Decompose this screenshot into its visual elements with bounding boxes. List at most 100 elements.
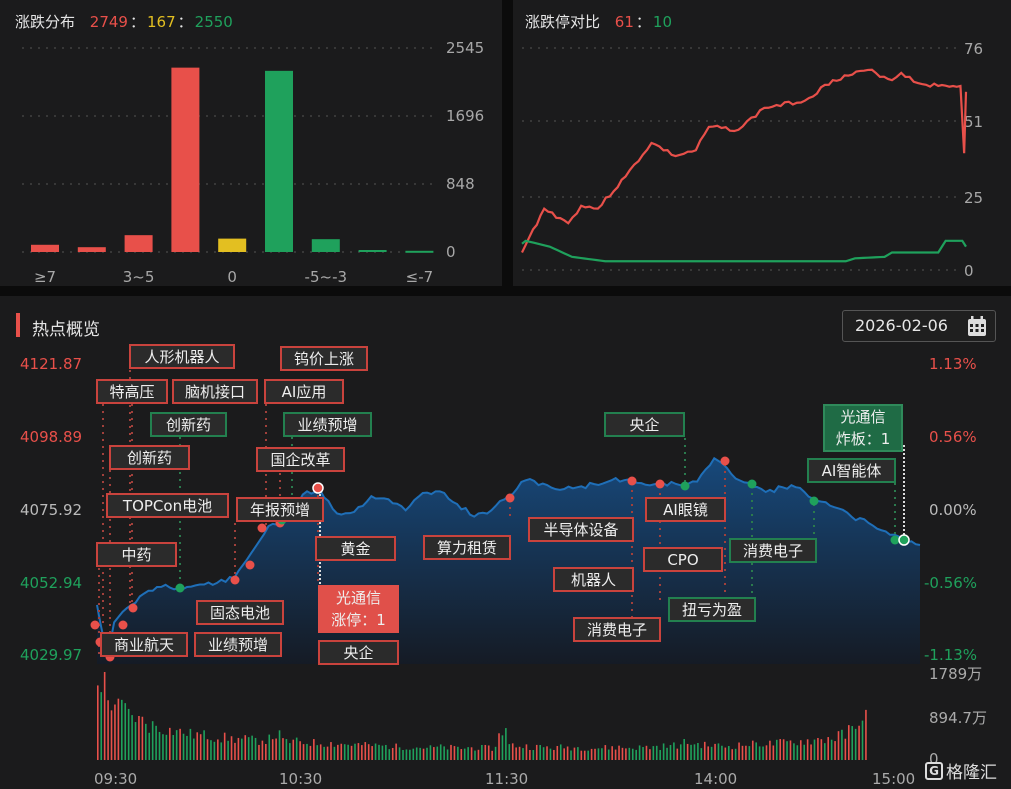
event-label[interactable]: 算力租赁 xyxy=(423,535,511,560)
y-tick-label: 51 xyxy=(964,113,983,131)
volume-bar xyxy=(498,733,500,760)
event-label[interactable]: TOPCon电池 xyxy=(106,493,229,518)
event-label[interactable]: 消费电子 xyxy=(573,617,661,642)
limit-up-dot xyxy=(655,479,665,489)
event-label[interactable]: 脑机接口 xyxy=(172,379,258,404)
volume-bar xyxy=(823,743,826,760)
volume-bar xyxy=(758,746,761,760)
volume-bar xyxy=(621,747,624,760)
event-label[interactable]: 扭亏为盈 xyxy=(668,597,756,622)
event-label[interactable]: 消费电子 xyxy=(729,538,817,563)
event-label[interactable]: 国企改革 xyxy=(256,447,345,472)
limit-up-dot xyxy=(720,456,730,466)
event-label[interactable]: AI眼镜 xyxy=(645,497,726,522)
volume-bar xyxy=(625,748,627,760)
event-label[interactable]: 央企 xyxy=(604,412,685,437)
volume-bar xyxy=(117,698,120,760)
volume-bar xyxy=(638,745,641,760)
volume-bar xyxy=(470,747,473,760)
volume-bar xyxy=(186,735,188,760)
date-picker[interactable]: 2026-02-06 xyxy=(842,310,996,342)
volume-bar xyxy=(254,737,257,760)
volume-bar xyxy=(529,749,531,760)
volume-bar xyxy=(289,743,291,760)
event-label[interactable]: 业绩预增 xyxy=(194,632,282,657)
volume-bar xyxy=(189,728,192,760)
calendar-icon[interactable] xyxy=(967,316,987,347)
price-axis-label: 4075.92 xyxy=(20,501,83,519)
volume-bar xyxy=(319,744,322,760)
event-label[interactable]: 机器人 xyxy=(553,567,634,592)
event-label[interactable]: 人形机器人 xyxy=(129,344,235,369)
volume-bar xyxy=(381,745,384,760)
volume-bar xyxy=(402,749,404,760)
volume-bar xyxy=(330,742,332,760)
volume-bar xyxy=(820,739,823,760)
volume-bar xyxy=(371,746,373,760)
volume-bar xyxy=(474,750,476,760)
time-axis-label: 10:30 xyxy=(279,770,323,788)
volume-bar xyxy=(292,739,295,760)
event-label[interactable]: 业绩预增 xyxy=(283,412,372,437)
hot-title: 热点概览 xyxy=(32,320,100,340)
volume-bar xyxy=(683,739,685,760)
volume-bar xyxy=(145,723,147,760)
volume-bar xyxy=(535,744,538,760)
event-label[interactable]: AI智能体 xyxy=(807,458,896,483)
event-label[interactable]: 创新药 xyxy=(150,412,227,437)
event-label[interactable]: 钨价上涨 xyxy=(280,346,368,371)
volume-bar xyxy=(412,748,415,760)
volume-bar xyxy=(693,744,696,760)
volume-chart xyxy=(97,672,867,760)
event-label[interactable]: CPO xyxy=(643,547,723,572)
event-label[interactable]: 固态电池 xyxy=(196,600,284,625)
limit-break-tooltip[interactable]: 光通信 炸板：1 xyxy=(823,404,903,452)
x-tick-label: ≤-7 xyxy=(406,268,434,286)
volume-bar xyxy=(467,747,469,760)
volume-bar xyxy=(799,740,802,760)
volume-bar xyxy=(326,746,329,760)
volume-axis-label: 0 xyxy=(929,750,939,768)
event-label[interactable]: 年报预增 xyxy=(236,497,324,522)
volume-bar xyxy=(782,739,785,760)
event-label[interactable]: 创新药 xyxy=(109,445,190,470)
volume-bar xyxy=(649,749,651,760)
event-label[interactable]: 商业航天 xyxy=(100,632,188,657)
event-label[interactable]: 黄金 xyxy=(315,536,396,561)
volume-bar xyxy=(563,748,565,760)
volume-bar xyxy=(686,743,689,760)
volume-bar xyxy=(261,740,264,760)
date-value: 2026-02-06 xyxy=(855,316,948,335)
pct-axis-label: -0.56% xyxy=(924,574,978,592)
limit-down-dot xyxy=(680,481,690,491)
volume-bar xyxy=(727,746,730,760)
volume-bar xyxy=(278,730,281,760)
event-label[interactable]: 特高压 xyxy=(96,379,168,404)
volume-bar xyxy=(138,716,140,760)
volume-bar xyxy=(724,747,727,760)
bar xyxy=(265,70,293,253)
event-label[interactable]: 半导体设备 xyxy=(528,517,634,542)
volume-bar xyxy=(861,720,864,760)
limit-line-chart: 0 25 51 76 xyxy=(521,40,983,280)
event-label[interactable]: 中药 xyxy=(96,542,177,567)
flat-count: 167 xyxy=(147,13,176,31)
event-label[interactable]: 央企 xyxy=(318,640,399,665)
volume-bar xyxy=(251,735,253,760)
volume-bar xyxy=(518,746,521,760)
volume-bar xyxy=(587,750,589,760)
logo-mark: G xyxy=(925,761,943,780)
volume-bar xyxy=(148,732,151,760)
volume-bar xyxy=(206,739,209,760)
volume-bar xyxy=(772,745,775,760)
volume-bar xyxy=(655,745,658,760)
limit-down-dot xyxy=(809,496,819,506)
volume-bar xyxy=(357,743,360,760)
volume-bar xyxy=(594,748,596,760)
event-label[interactable]: AI应用 xyxy=(264,379,344,404)
logo: G 格隆汇 xyxy=(925,758,997,783)
volume-bar xyxy=(851,726,854,760)
volume-bar xyxy=(652,746,655,760)
limit-up-tooltip[interactable]: 光通信 涨停：1 xyxy=(318,585,399,633)
volume-bar xyxy=(810,744,812,760)
